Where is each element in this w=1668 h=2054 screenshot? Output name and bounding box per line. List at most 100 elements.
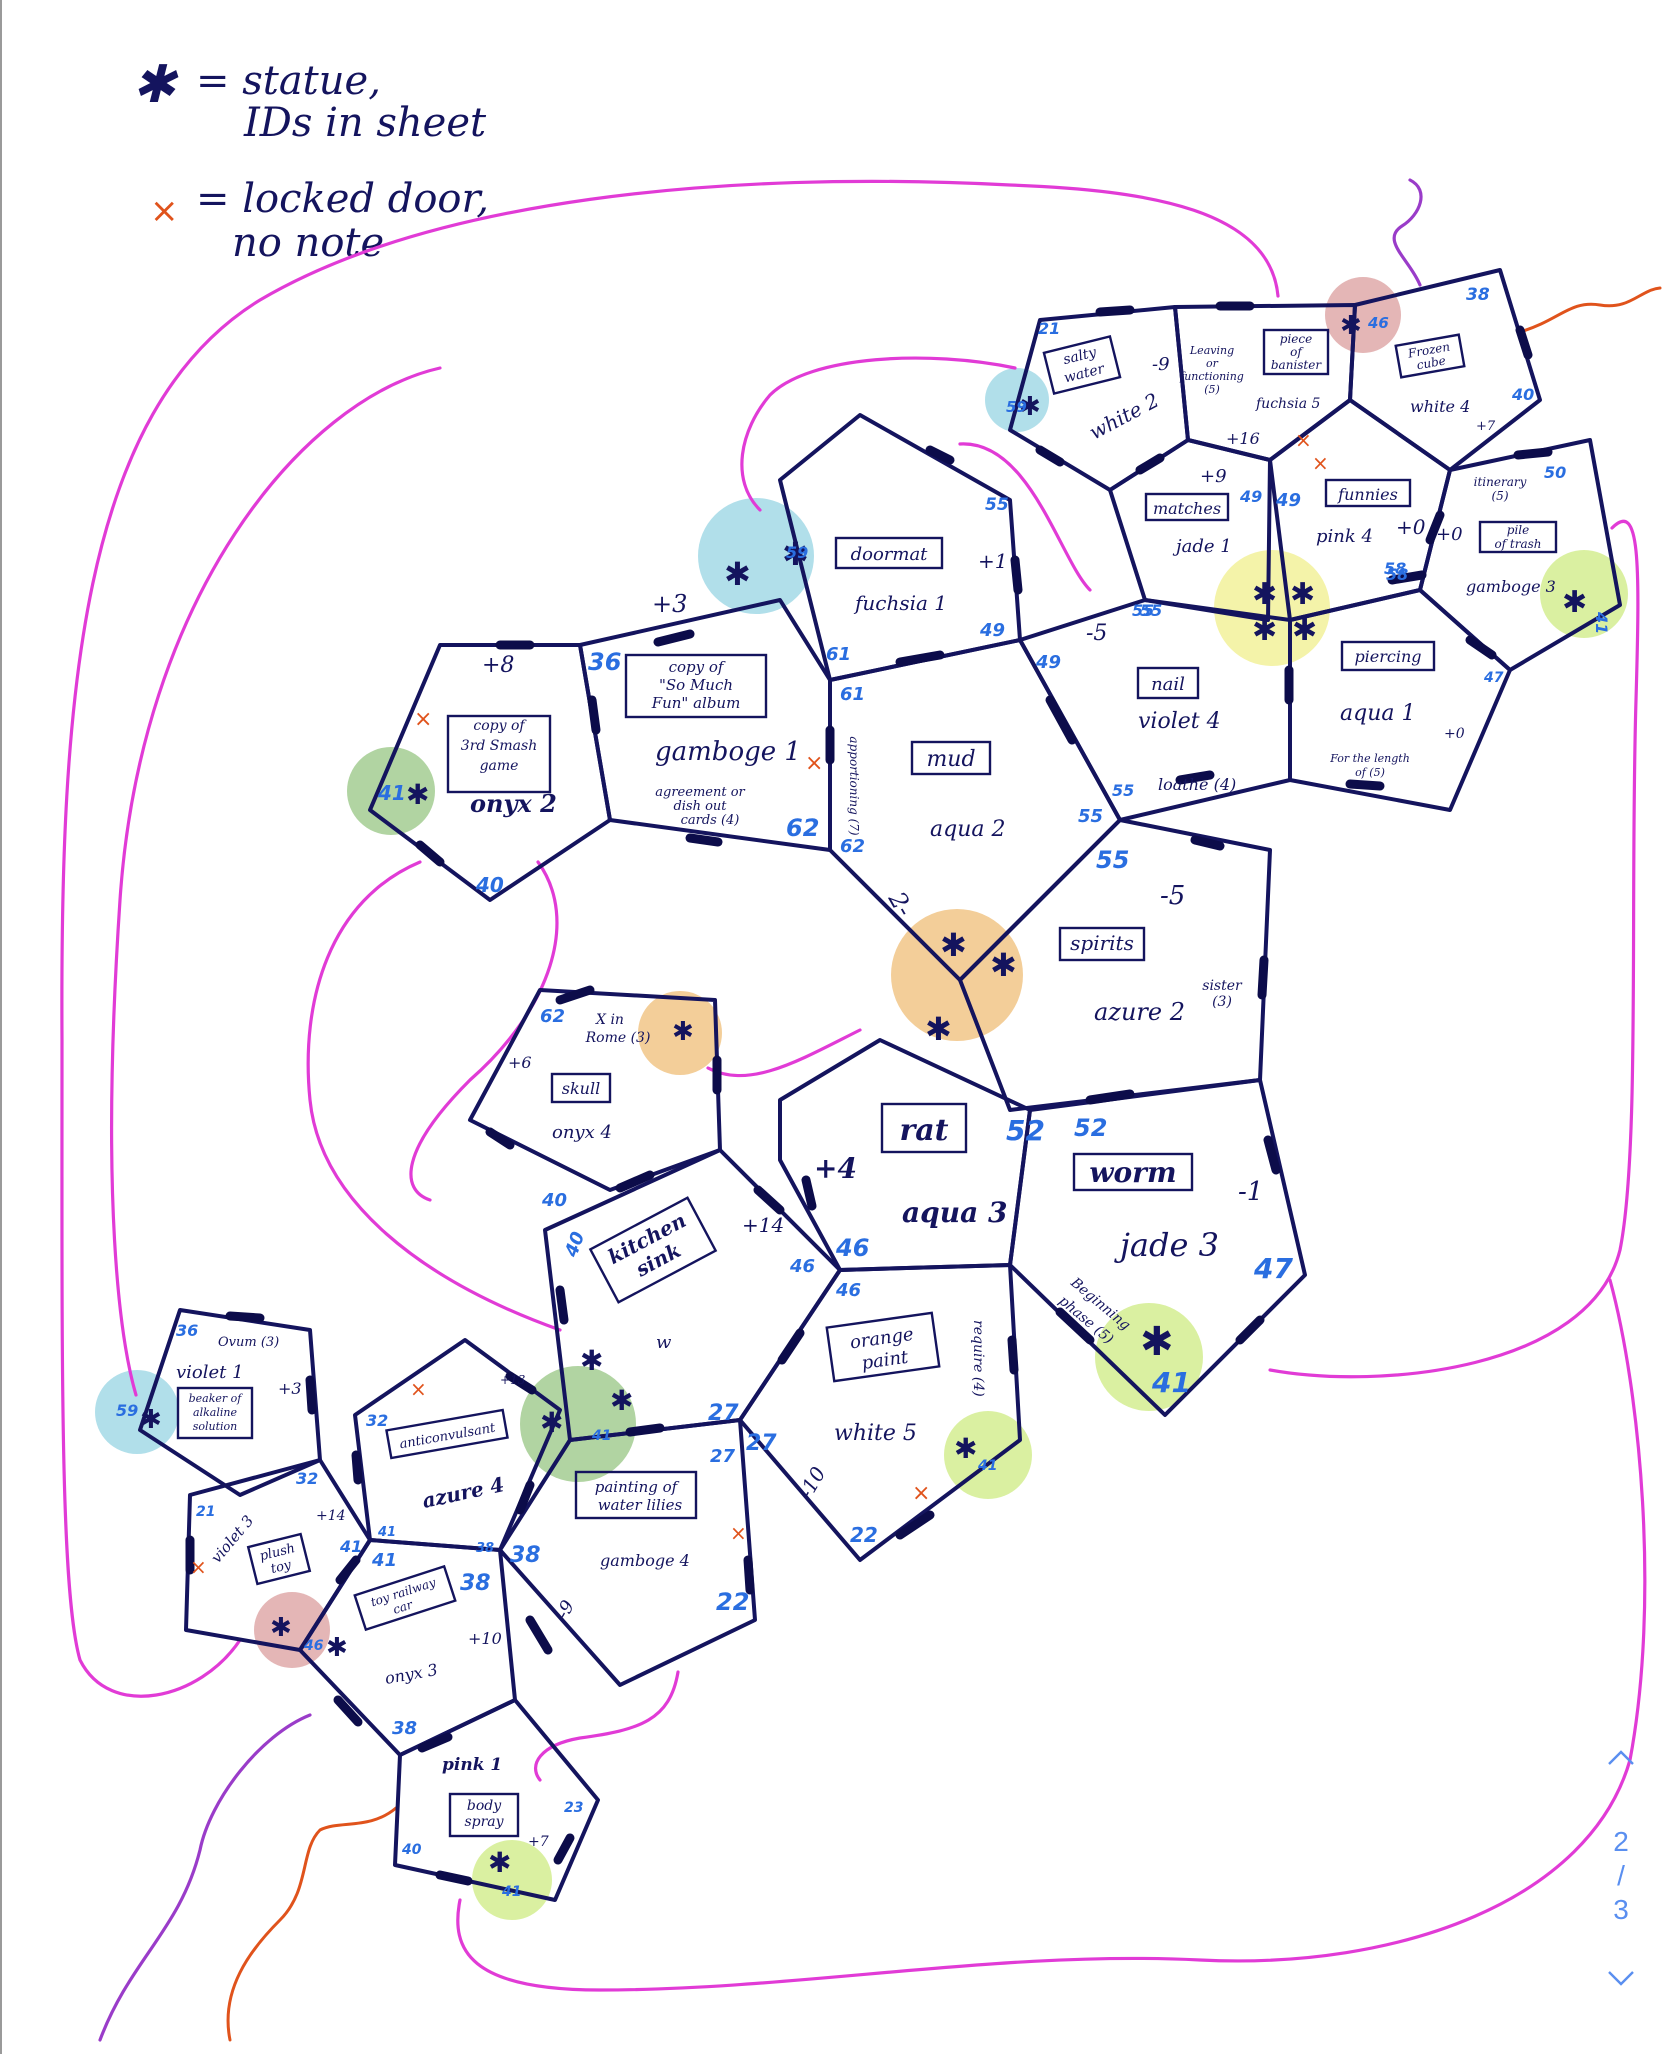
room-aqua3[interactable]: rat aqua 3 +4 52 46 [814, 1102, 1045, 1262]
locked-door-mark: × [1295, 428, 1312, 452]
chevron-down-icon[interactable] [1604, 1962, 1638, 1996]
room-number: 41 [977, 1458, 997, 1474]
room-number: 22 [850, 1523, 878, 1547]
room-name: white 5 [834, 1421, 917, 1446]
room-number: 38 [510, 1543, 541, 1568]
room-white5[interactable]: orange paint white 5 require (4) 46 27 -… [746, 1280, 997, 1547]
item-label: painting of [595, 1478, 680, 1496]
item-box [246, 1532, 312, 1586]
room-number: 40 [401, 1842, 422, 1858]
connector-orange-bottom [226, 1806, 398, 2042]
room-outline-jade3 [1008, 1078, 1307, 1417]
item-label: spirits [1070, 931, 1134, 955]
door [335, 1555, 361, 1585]
room-violet1[interactable]: beaker of alkaline solution violet 1 Ovu… [116, 1321, 302, 1440]
room-jade3[interactable]: worm jade 3 Beginning phase (5) 52 -1 47… [1055, 1114, 1293, 1399]
room-name: aqua 3 [902, 1196, 1007, 1229]
room-number: 62 [786, 814, 819, 842]
locked-door-mark: × [912, 1481, 930, 1506]
room-outline-gamboge4 [498, 1418, 757, 1687]
highlight-green-circle [944, 1411, 1032, 1499]
total-pages: 3 [1613, 1894, 1629, 1925]
room-number: 40 [541, 1190, 567, 1211]
statue-icon: ✱ [1340, 311, 1362, 341]
statue-icon: ✱ [1292, 613, 1317, 648]
room-name: gamboge 4 [600, 1551, 690, 1570]
room-pink1[interactable]: body spray pink 1 23 40 +7 41 [401, 1755, 583, 1900]
item-box [834, 536, 944, 570]
room-outlines [138, 268, 1622, 1902]
door-modifier: -10 [794, 1462, 831, 1502]
room-name: violet 4 [1138, 709, 1221, 734]
statue-icon: ✱ [406, 778, 429, 811]
room-gamboge4[interactable]: painting of water lilies gamboge 4 27 38… [510, 1446, 749, 1623]
room-fuchsia1[interactable]: doormat fuchsia 1 55 +1 59 61 49 [786, 495, 1009, 665]
room-number: 55 [985, 495, 1009, 515]
room-number: 55 [1112, 781, 1134, 800]
connector-inner-left [306, 860, 562, 1332]
clue-label: X in [595, 1012, 624, 1028]
item-box [1144, 492, 1230, 522]
room-number: 49 [1275, 490, 1301, 511]
room-white4[interactable]: Frozen cube white 4 38 40 +7 46 [1367, 285, 1534, 434]
legend-door-line1: = locked door, [196, 176, 489, 222]
door [1263, 1135, 1281, 1175]
room-jade1[interactable]: matches jade 1 +9 49 55 [1132, 466, 1262, 620]
legend-statue-line2: IDs in sheet [243, 100, 487, 146]
page-separator: / [1617, 1860, 1625, 1891]
room-gamboge3[interactable]: pile of trash gamboge 3 itinerary (5) 50… [1436, 463, 1611, 634]
room-violet4[interactable]: nail violet 4 loathe (4) 49 -5 55 55 [1035, 601, 1236, 800]
highlight-green-circle [1540, 550, 1628, 638]
clue-label: Rome (3) [585, 1030, 651, 1046]
room-outline-gamboge3 [1418, 438, 1622, 672]
room-name: violet 1 [176, 1362, 244, 1383]
item-label: solution [193, 1420, 238, 1433]
room-number: 52 [1074, 1114, 1107, 1142]
statue-icon: ✱ [1562, 585, 1587, 620]
door-modifier: +7 [1476, 419, 1496, 434]
room-fuchsia5[interactable]: piece of banister fuchsia 5 Leaving or f… [1179, 328, 1330, 448]
clue-label: sister [1202, 978, 1243, 994]
room-aqua1[interactable]: piercing aqua 1 For the length of (5) 58… [1329, 559, 1504, 779]
chevron-up-icon[interactable] [1604, 1740, 1638, 1774]
highlight-red-circle [1325, 277, 1401, 353]
highlight-green-circle [347, 747, 435, 835]
room-outline-onyx4 [468, 988, 722, 1192]
item-label: rat [899, 1113, 948, 1148]
item-label: mud [926, 747, 975, 772]
highlight-blue-circle [95, 1370, 179, 1454]
clue-label: apportioning (7) [847, 736, 861, 835]
clue-label: For the length [1329, 752, 1410, 765]
room-azure4[interactable]: anticonvulsant azure 4 32 +13 41 38 [366, 1373, 526, 1556]
room-outline-white5 [738, 1263, 1022, 1562]
room-gamboge1[interactable]: copy of "So Much Fun" album gamboge 1 ag… [588, 590, 819, 842]
clue-label: (5) [1492, 489, 1509, 503]
room-pink4[interactable]: funnies pink 4 49 +0 58 [1275, 478, 1426, 584]
statue-icon: ✱ [672, 1017, 694, 1047]
door [777, 1328, 805, 1365]
door [1045, 695, 1077, 745]
item-box [385, 1408, 509, 1460]
connector-orange-top [1518, 286, 1662, 334]
room-number: 32 [366, 1411, 388, 1430]
connector-inner-left2 [409, 860, 559, 1202]
door [1190, 835, 1225, 851]
room-number: 27 [710, 1446, 736, 1467]
statue-icon: ✱ [782, 535, 809, 573]
room-onyx4[interactable]: skull onyx 4 X in Rome (3) 62 +6 40 [508, 1006, 650, 1211]
door-modifier: +14 [742, 1213, 784, 1237]
room-violet3[interactable]: plush toy violet 3 32 21 +14 41 [196, 1469, 362, 1586]
item-box [353, 1564, 457, 1632]
room-name: gamboge 1 [655, 737, 801, 767]
room-azure2[interactable]: spirits azure 2 sister (3) 55 -5 [1058, 846, 1243, 1026]
legend-door-line2: no note [232, 220, 384, 266]
item-label: banister [1271, 358, 1322, 372]
page-left-border [0, 0, 2, 2054]
statue-icon: ✱ [925, 1010, 952, 1048]
door [925, 445, 955, 465]
room-number: 55 [1132, 601, 1154, 620]
room-onyx2[interactable]: copy of 3rd Smash game onyx 2 +8 41 40 [377, 653, 557, 897]
item-label: cube [1416, 353, 1447, 372]
item-label: water lilies [598, 1496, 683, 1514]
door [351, 1450, 363, 1485]
